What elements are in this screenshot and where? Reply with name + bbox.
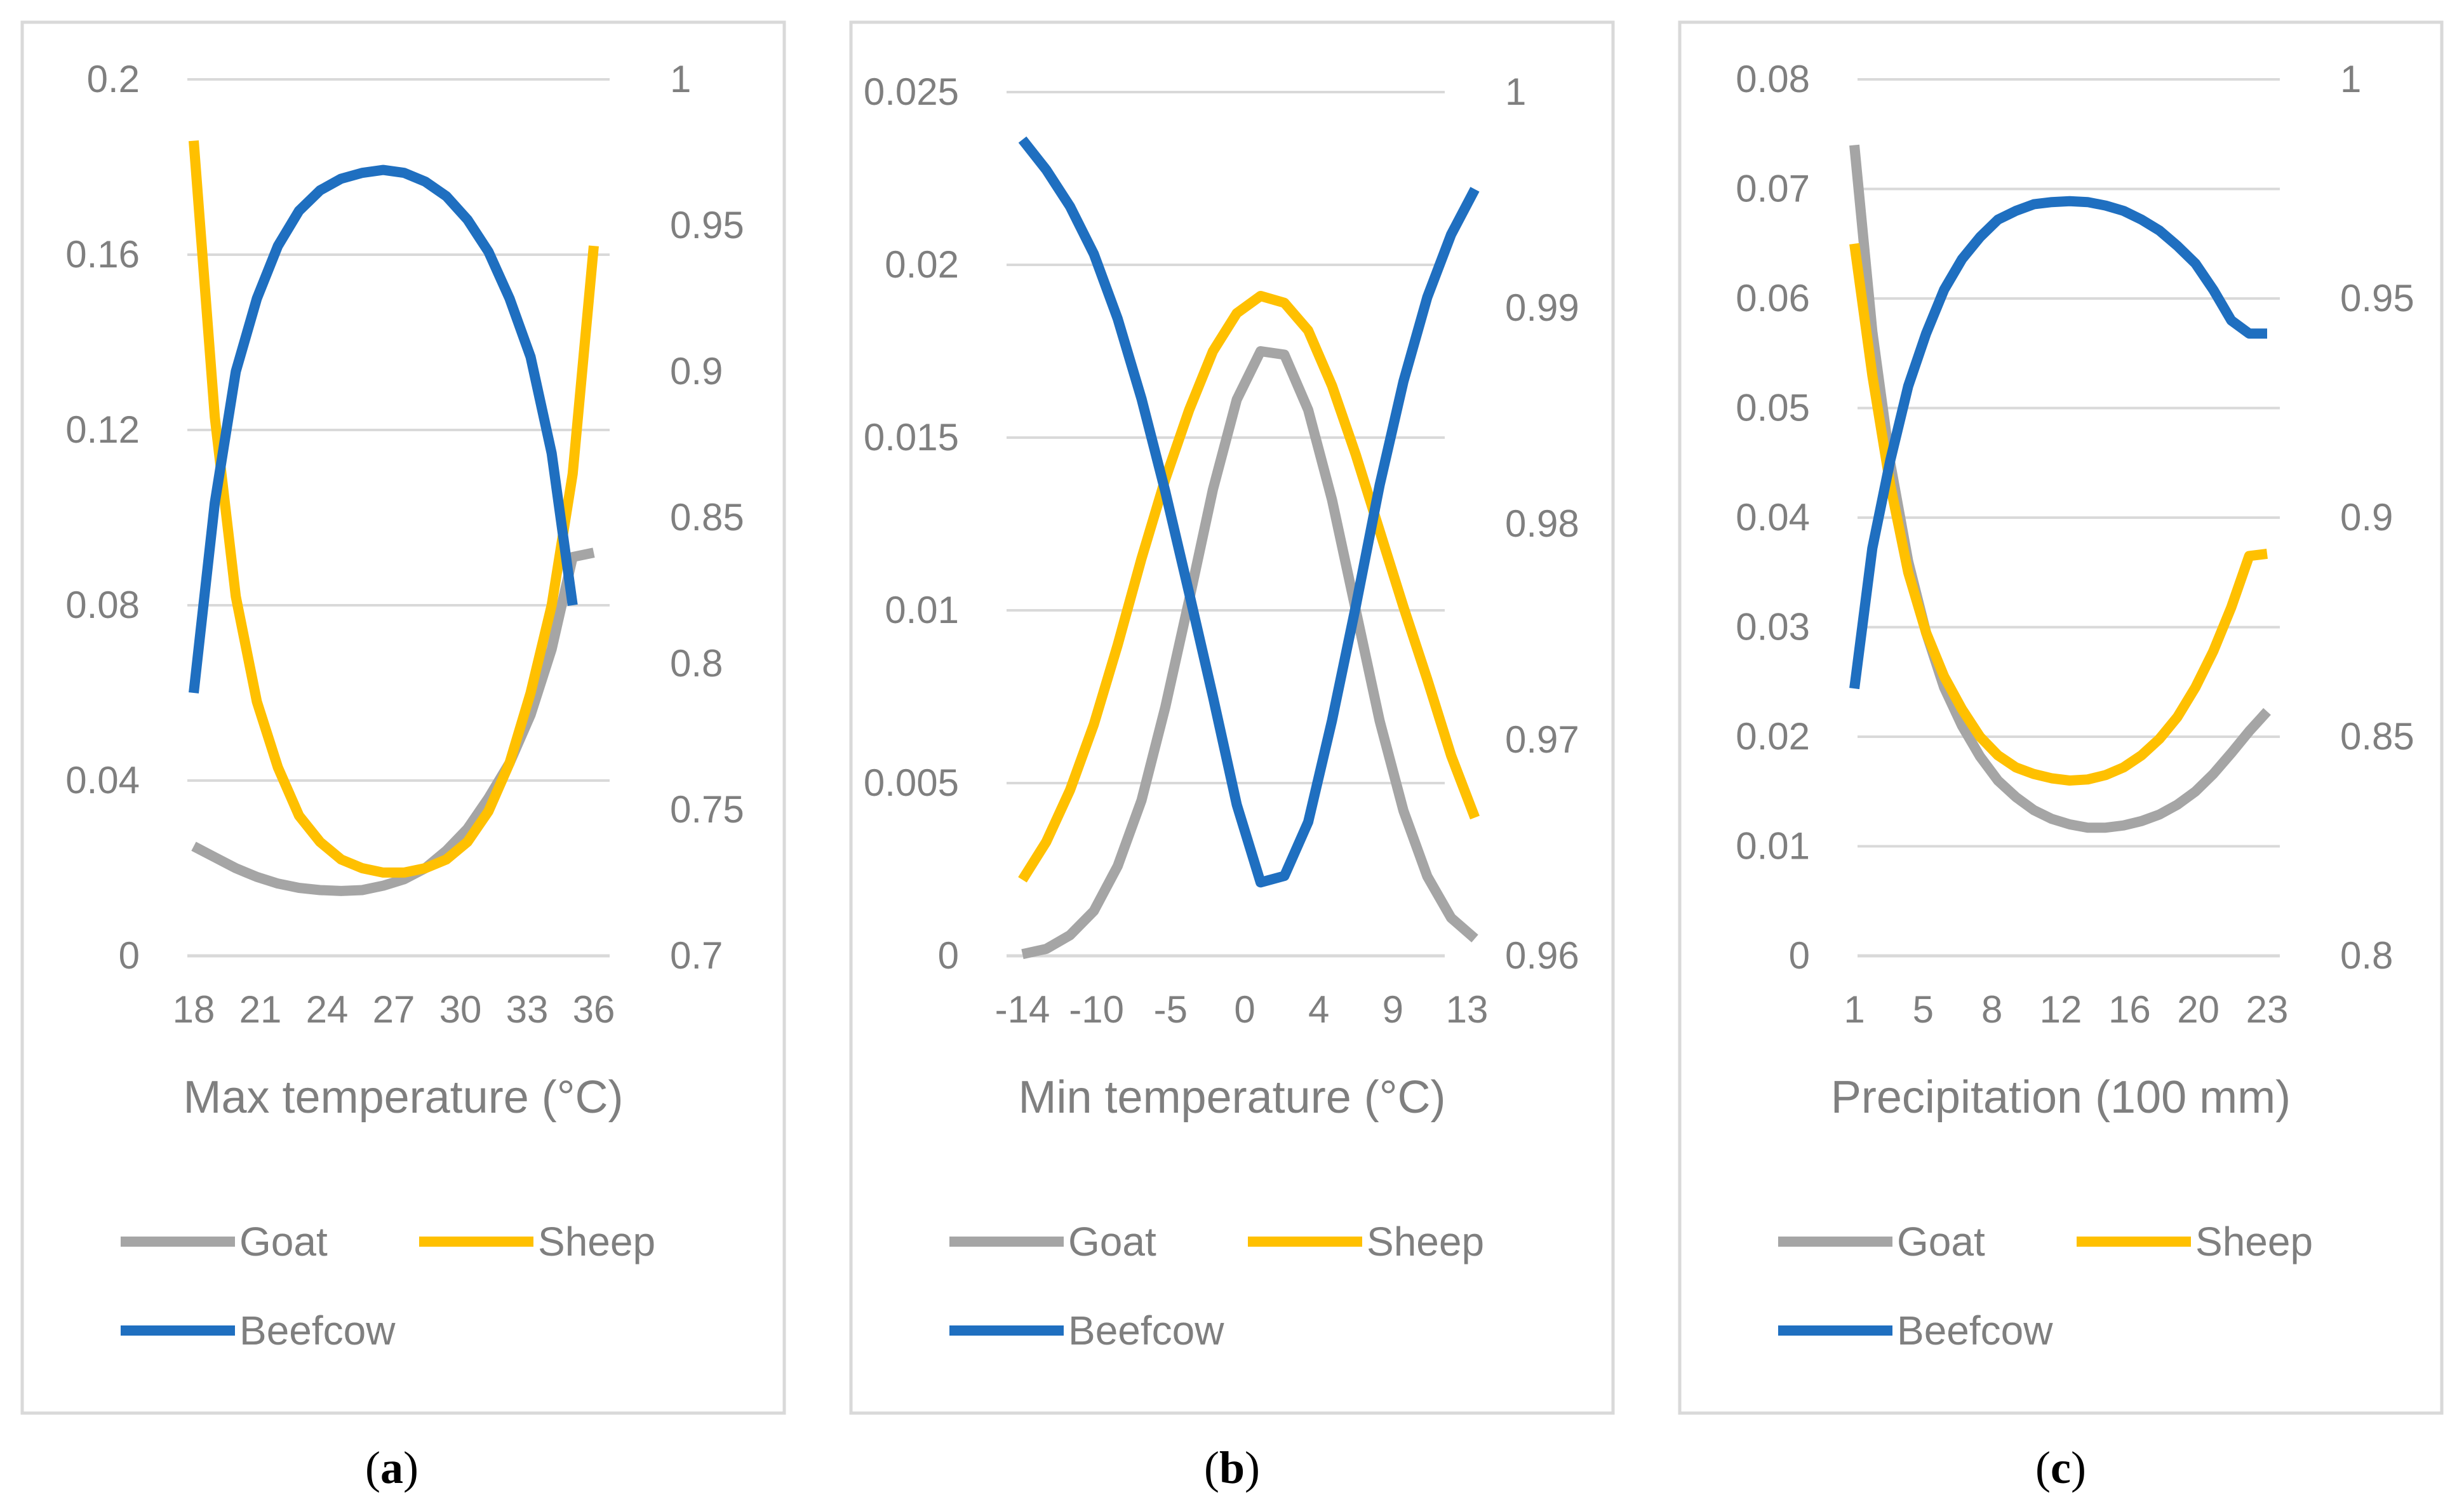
x-axis-tick-label: 24 [306,988,349,1031]
left-axis-tick-label: 0.025 [864,70,959,113]
left-axis-tick-label: 0.02 [1736,715,1810,758]
chart-frame [1678,20,2444,1415]
x-axis-tick-label: 13 [1446,988,1489,1031]
x-axis-tick-label: 33 [506,988,549,1031]
chart-frame [849,20,1615,1415]
series-line-beefcow [1018,136,1480,888]
left-axis-tick-label: 0.07 [1736,168,1810,210]
x-axis-title: Min temperature (°C) [1019,1072,1446,1123]
x-axis-tick-label: 30 [439,988,482,1031]
x-axis-tick-label: 23 [2246,988,2289,1031]
x-axis-title: Precipitation (100 mm) [1831,1072,2291,1123]
right-axis-tick-label: 0.8 [670,642,723,685]
x-axis-tick-label: 5 [1913,988,1934,1031]
legend-label-sheep: Sheep [538,1219,655,1264]
x-axis-title: Max temperature (°C) [184,1072,624,1123]
x-axis-tick-label: 12 [2040,988,2082,1031]
right-axis-tick-label: 0.75 [670,788,744,831]
x-axis-tick-label: 4 [1308,988,1329,1031]
left-axis-tick-label: 0.2 [87,58,140,100]
left-axis-tick-label: 0.04 [65,759,140,801]
right-axis-tick-label: 0.7 [670,934,723,977]
right-axis-tick-label: 0.85 [670,496,744,539]
left-axis-tick-label: 0.01 [1736,825,1810,868]
legend-label-beefcow: Beefcow [1897,1308,2053,1353]
legend-label-goat: Goat [1897,1219,1985,1264]
left-axis-tick-label: 0.12 [65,408,140,451]
x-axis-tick-label: 8 [1981,988,2002,1031]
right-axis-tick-label: 0.95 [2340,277,2414,319]
x-axis-tick-label: 27 [373,988,415,1031]
legend-label-sheep: Sheep [1367,1219,1484,1264]
left-axis-tick-label: 0.01 [885,589,959,631]
x-axis-tick-label: -10 [1069,988,1124,1031]
left-axis-tick-label: 0.015 [864,416,959,459]
right-axis-tick-label: 0.98 [1505,502,1579,545]
x-axis-tick-label: 0 [1234,988,1255,1031]
right-axis-tick-label: 0.95 [670,204,744,246]
legend-label-beefcow: Beefcow [1068,1308,1224,1353]
series-line-goat [1021,346,1478,960]
x-axis-tick-label: 20 [2177,988,2220,1031]
right-axis-tick-label: 0.85 [2340,715,2414,758]
chart-panel-b: 0.025 0.02 0.015 0.01 0.005 0 1 0.99 0.98 0.97 0.9… [849,20,1615,1415]
left-axis-tick-label: 0.04 [1736,496,1810,539]
x-axis-tick-label: -14 [995,988,1050,1031]
right-axis-tick-label: 0.96 [1505,934,1579,977]
right-axis-tick-label: 0.9 [2340,496,2393,539]
x-axis-tick-label: 21 [239,988,282,1031]
legend-label-goat: Goat [1068,1219,1156,1264]
chart-panel-c: 0.080.070.060.050.040.030.020.01010.950.… [1678,20,2444,1415]
series-line-sheep [1018,291,1480,883]
series-line-sheep [189,140,599,878]
right-axis-tick-label: 1 [1505,70,1526,113]
series-line-beefcow [189,164,578,694]
left-axis-tick-label: 0 [1789,934,1810,977]
left-axis-tick-label: 0 [938,934,959,977]
x-axis-tick-label: 16 [2108,988,2151,1031]
left-axis-tick-label: 0.05 [1736,387,1810,429]
right-axis-tick-label: 0.9 [670,350,723,392]
x-axis-tick-label: 1 [1844,988,1865,1031]
left-axis-tick-label: 0.03 [1736,606,1810,648]
x-axis-tick-label: -5 [1154,988,1188,1031]
series-line-sheep [1849,243,2268,786]
series-line-beefcow [1849,196,2267,690]
chart-panel-a: 0.2 0.16 0.12 0.08 0.04 0 1 0.95 0.9 0.85 0.8 0.75 0… [20,20,786,1415]
left-axis-tick-label: 0.16 [65,233,140,276]
left-axis-tick-label: 0.08 [1736,58,1810,100]
right-axis-tick-label: 1 [670,58,691,100]
left-axis-tick-label: 0.02 [885,243,959,286]
right-axis-tick-label: 0.97 [1505,718,1579,761]
left-axis-tick-label: 0.005 [864,761,959,804]
panel-caption: (b) [1204,1442,1260,1493]
left-axis-tick-label: 0.08 [65,584,140,626]
x-axis-tick-label: 18 [173,988,215,1031]
left-axis-tick-label: 0.06 [1736,277,1810,319]
series-line-goat [191,547,595,896]
legend-label-beefcow: Beefcow [239,1308,396,1353]
panel-caption: (c) [2035,1442,2086,1493]
legend-label-goat: Goat [239,1219,328,1264]
right-axis-tick-label: 0.99 [1505,286,1579,329]
x-axis-tick-label: 36 [573,988,615,1031]
panel-caption: (a) [365,1442,418,1493]
right-axis-tick-label: 0.8 [2340,934,2393,977]
x-axis-tick-label: 9 [1383,988,1403,1031]
left-axis-tick-label: 0 [119,934,140,977]
legend-label-sheep: Sheep [2195,1219,2313,1264]
right-axis-tick-label: 1 [2340,58,2361,100]
